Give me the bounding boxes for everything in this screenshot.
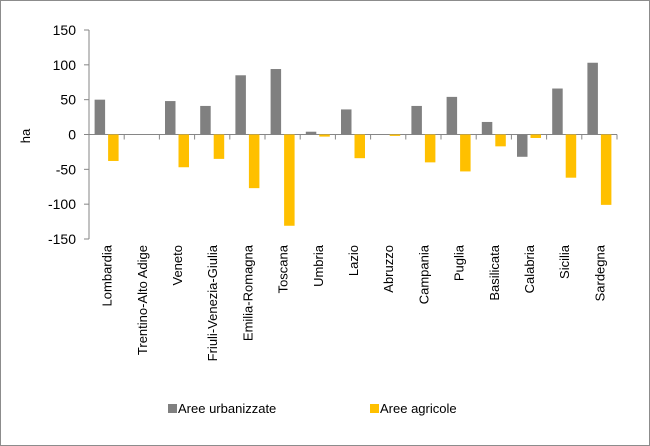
bar-agricole: [495, 134, 506, 147]
bar-urbanizzate: [587, 62, 598, 135]
bar-agricole: [213, 134, 225, 159]
bar-agricole: [108, 134, 119, 161]
bar-urbanizzate: [165, 101, 176, 135]
legend-label: Aree agricole: [380, 401, 457, 416]
bar-urbanizzate: [200, 105, 211, 135]
bar-urbanizzate: [552, 88, 563, 135]
bar-agricole: [600, 134, 612, 205]
bar-urbanizzate: [235, 75, 246, 135]
x-tick-label: Veneto: [170, 245, 185, 286]
y-tick-label: -50: [56, 161, 76, 177]
legend: Aree urbanizzate Aree agricole: [168, 401, 457, 416]
x-tick-label: Sardegna: [592, 244, 607, 301]
bar-urbanizzate: [481, 121, 493, 135]
axes: [84, 29, 618, 240]
bar-agricole: [248, 134, 260, 189]
bar-agricole: [319, 134, 330, 137]
bar-agricole: [178, 134, 189, 168]
x-tick-label: Campania: [416, 244, 431, 304]
x-tick-label: Umbria: [311, 244, 326, 287]
x-tick-label: Sicilia: [557, 244, 572, 279]
legend-swatch: [168, 404, 177, 413]
y-tick-label: 100: [53, 57, 77, 73]
x-tick-label: Calabria: [522, 244, 537, 293]
y-tick-label: 0: [68, 127, 76, 143]
bar-urbanizzate: [411, 105, 422, 135]
x-tick-label: Puglia: [452, 244, 467, 281]
y-tick-label: -150: [48, 231, 76, 247]
bar-agricole: [354, 134, 365, 159]
y-axis-label: ha: [18, 128, 33, 143]
x-tick-label: Lazio: [346, 245, 361, 276]
y-tick-labels: 150 100 50 0 -50 -100 -150: [48, 22, 76, 247]
bar-agricole: [565, 134, 577, 178]
bar-urbanizzate: [341, 109, 352, 135]
x-tick-label: Toscana: [276, 244, 291, 293]
bar-urbanizzate: [446, 96, 458, 135]
x-tick-label: Lombardia: [100, 244, 115, 306]
y-tick-label: 150: [53, 22, 77, 38]
bar-urbanizzate: [270, 69, 282, 135]
x-tick-label: Abruzzo: [381, 245, 396, 293]
x-tick-labels: Lombardia Trentino-Alto Adige Veneto Friuli…: [100, 244, 608, 361]
legend-label: Aree urbanizzate: [178, 401, 276, 416]
bar-agricole: [530, 134, 541, 138]
bar-agricole: [424, 134, 436, 163]
x-tick-label: Emilia-Romagna: [240, 244, 255, 341]
x-tick-label: Trentino-Alto Adige: [135, 245, 150, 355]
bars: [94, 62, 612, 226]
x-tick-label: Basilicata: [487, 244, 502, 300]
bar-urbanizzate: [305, 131, 317, 135]
legend-swatch: [370, 404, 379, 413]
x-tick-label: Friuli-Venezia-Giulia: [205, 244, 220, 361]
bar-agricole: [284, 134, 295, 226]
bar-agricole: [460, 134, 471, 172]
bar-agricole: [389, 134, 401, 136]
y-tick-label: -100: [48, 196, 76, 212]
y-tick-label: 50: [60, 92, 76, 108]
bar-urbanizzate: [517, 134, 528, 157]
bar-urbanizzate: [94, 99, 106, 135]
